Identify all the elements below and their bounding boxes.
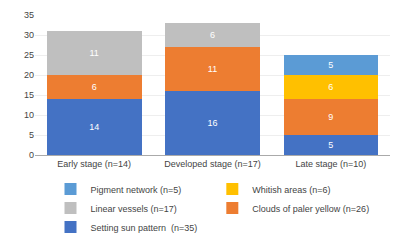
svg-text:30: 30	[24, 30, 34, 40]
svg-text:35: 35	[24, 10, 34, 20]
svg-text:5: 5	[328, 60, 333, 70]
svg-text:6: 6	[210, 30, 215, 40]
svg-text:25: 25	[24, 50, 34, 60]
svg-text:14: 14	[89, 122, 99, 132]
svg-text:11: 11	[89, 48, 98, 58]
svg-text:Developed stage (n=17): Developed stage (n=17)	[164, 159, 260, 169]
svg-text:Clouds of paler yellow (n=26): Clouds of paler yellow (n=26)	[252, 204, 369, 214]
svg-text:15: 15	[24, 90, 34, 100]
svg-text:5: 5	[29, 130, 34, 140]
svg-text:10: 10	[24, 110, 34, 120]
svg-text:Late stage (n=10): Late stage (n=10)	[295, 159, 366, 169]
svg-text:5: 5	[328, 140, 333, 150]
svg-text:Whitish areas (n=6): Whitish areas (n=6)	[252, 185, 330, 195]
svg-text:16: 16	[207, 118, 217, 128]
svg-text:11: 11	[208, 64, 217, 74]
svg-text:6: 6	[328, 82, 333, 92]
svg-text:6: 6	[92, 82, 97, 92]
svg-text:Setting sun pattern (n=35): Setting sun pattern (n=35)	[91, 223, 198, 233]
svg-text:20: 20	[24, 70, 34, 80]
svg-text:0: 0	[29, 150, 34, 160]
svg-text:Linear vessels (n=17): Linear vessels (n=17)	[91, 204, 177, 214]
svg-text:Early stage (n=14): Early stage (n=14)	[57, 159, 131, 169]
svg-text:Pigment network (n=5): Pigment network (n=5)	[91, 185, 182, 195]
svg-text:9: 9	[328, 112, 333, 122]
